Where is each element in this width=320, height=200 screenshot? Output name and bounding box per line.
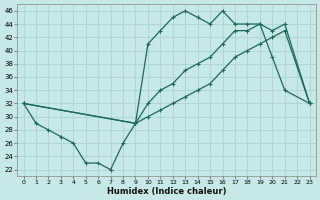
X-axis label: Humidex (Indice chaleur): Humidex (Indice chaleur) [107,187,226,196]
